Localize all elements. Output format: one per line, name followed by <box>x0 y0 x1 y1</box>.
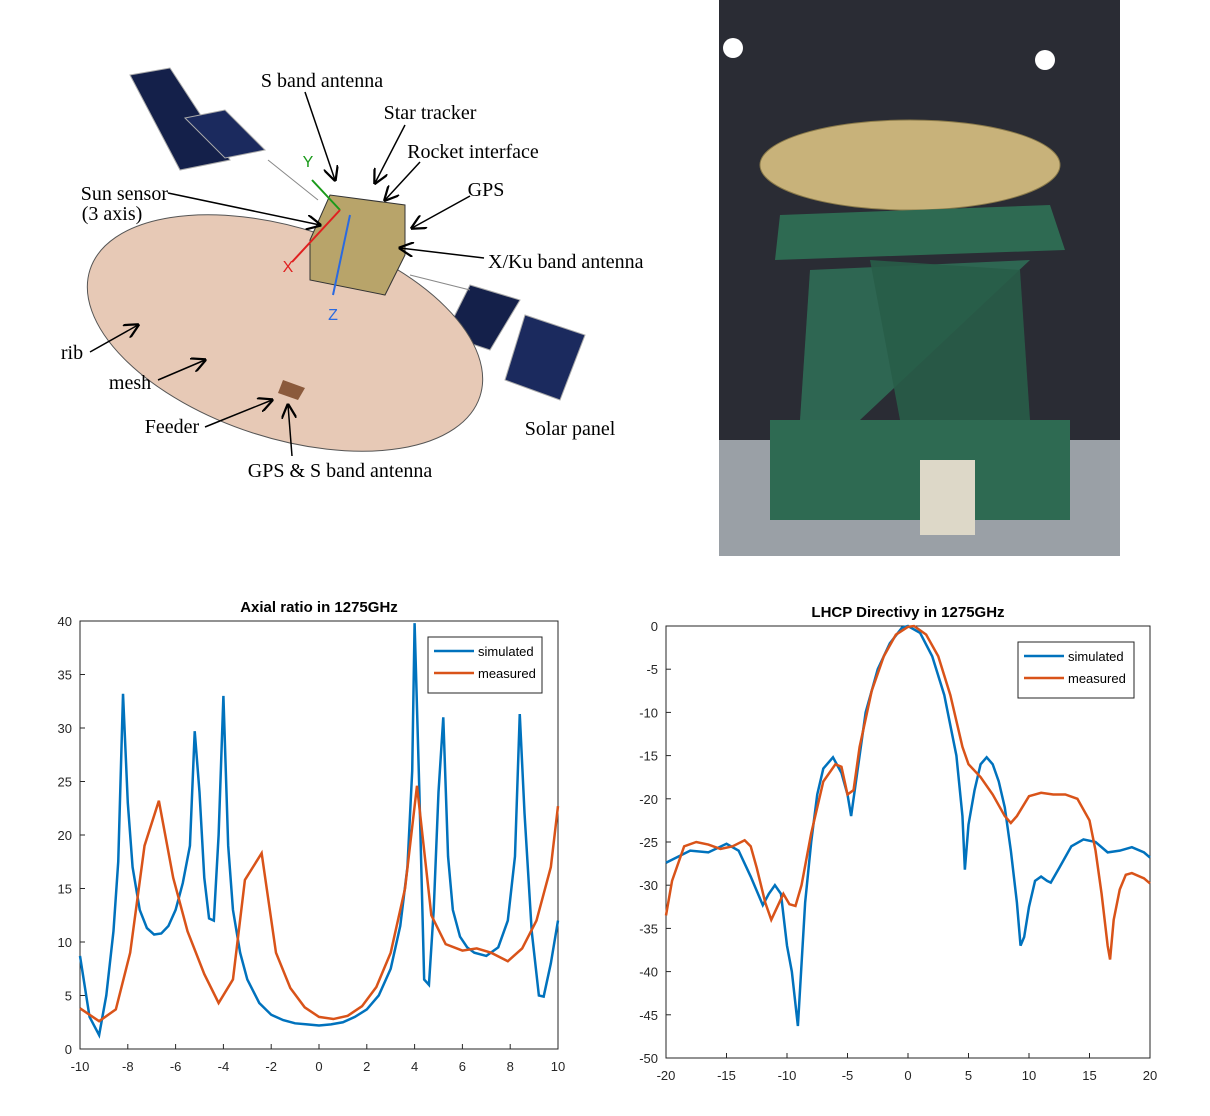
chart-title: LHCP Directivy in 1275GHz <box>811 604 1004 621</box>
y-tick-label: -20 <box>639 792 658 807</box>
label: Star tracker <box>384 102 477 124</box>
y-tick-label: 25 <box>58 775 72 790</box>
scissor-lift <box>870 260 1030 420</box>
y-tick-label: -25 <box>639 835 658 850</box>
y-tick-label: 10 <box>58 935 72 950</box>
lamp <box>723 38 743 58</box>
y-tick-label: 0 <box>651 619 658 634</box>
y-tick-label: -30 <box>639 878 658 893</box>
x-tick-label: -10 <box>778 1068 797 1083</box>
x-tick-label: -10 <box>71 1059 90 1074</box>
label: rib <box>61 342 83 364</box>
label: (3 axis) <box>82 203 143 225</box>
axis-label: Y <box>303 154 314 171</box>
legend <box>1017 641 1135 699</box>
x-tick-label: -20 <box>657 1068 676 1083</box>
label: X/Ku band antenna <box>488 251 644 273</box>
satellite-body <box>309 194 406 296</box>
x-tick-label: -8 <box>122 1059 134 1074</box>
y-tick-label: -15 <box>639 749 658 764</box>
legend-label: simulated <box>1068 649 1124 664</box>
axis-label: X <box>283 259 294 276</box>
x-tick-label: -4 <box>218 1059 230 1074</box>
x-tick-label: -5 <box>842 1068 854 1083</box>
x-tick-label: 20 <box>1143 1068 1157 1083</box>
data-line <box>665 624 1151 1027</box>
boom <box>409 274 471 291</box>
label: S band antenna <box>261 70 383 92</box>
x-tick-label: -2 <box>265 1059 277 1074</box>
data-line <box>78 623 560 1039</box>
y-tick-label: 0 <box>65 1042 72 1057</box>
x-tick-label: -6 <box>170 1059 182 1074</box>
y-tick-label: -45 <box>639 1008 658 1023</box>
y-tick-label: 15 <box>58 882 72 897</box>
x-tick-label: 10 <box>551 1059 565 1074</box>
x-tick-label: 15 <box>1082 1068 1096 1083</box>
solar-panel <box>504 314 586 401</box>
x-tick-label: 4 <box>411 1059 418 1074</box>
feeder <box>278 380 305 400</box>
leader-lines <box>89 91 485 457</box>
y-tick-label: -10 <box>639 705 658 720</box>
legend-label: measured <box>478 666 536 681</box>
data-line <box>664 624 1151 960</box>
satellite-illustration: S band antenna Star tracker Rocket inter… <box>61 67 644 482</box>
label: mesh <box>109 372 151 394</box>
y-tick-label: 5 <box>65 989 72 1004</box>
label: GPS <box>468 179 505 201</box>
label: GPS & S band antenna <box>248 460 433 482</box>
y-tick-label: -50 <box>639 1051 658 1066</box>
legend-label: measured <box>1068 671 1126 686</box>
x-tick-label: 6 <box>459 1059 466 1074</box>
chart-title: Axial ratio in 1275GHz <box>240 599 398 616</box>
x-tick-label: 5 <box>965 1068 972 1083</box>
solar-panel <box>183 109 267 159</box>
y-tick-label: -40 <box>639 965 658 980</box>
y-tick-label: -5 <box>646 662 658 677</box>
legend-label: simulated <box>478 644 534 659</box>
x-tick-label: 0 <box>904 1068 911 1083</box>
y-tick-label: 35 <box>58 668 72 683</box>
x-tick-label: 0 <box>315 1059 322 1074</box>
y-tick-label: -35 <box>639 921 658 936</box>
axis-arrow <box>291 209 341 263</box>
label: Rocket interface <box>407 141 539 163</box>
label: Solar panel <box>525 418 616 440</box>
x-tick-label: 10 <box>1022 1068 1036 1083</box>
axis-arrow <box>332 214 351 296</box>
y-tick-label: 30 <box>58 721 72 736</box>
solar-panel <box>129 67 231 171</box>
boom <box>267 159 319 201</box>
control-box <box>920 460 975 535</box>
label: Sun sensor <box>81 183 169 205</box>
axis-label: Z <box>328 307 338 324</box>
lamp <box>1035 50 1055 70</box>
x-tick-label: 2 <box>363 1059 370 1074</box>
label: Feeder <box>145 416 200 438</box>
x-tick-label: -15 <box>717 1068 736 1083</box>
platform <box>775 205 1065 260</box>
legend <box>427 636 543 694</box>
y-tick-label: 40 <box>58 614 72 629</box>
data-line <box>79 785 560 1023</box>
reflector <box>759 119 1061 211</box>
x-tick-label: 8 <box>507 1059 514 1074</box>
y-tick-label: 20 <box>58 828 72 843</box>
test-chamber-photo <box>719 0 1120 556</box>
axis-arrow <box>311 179 341 211</box>
